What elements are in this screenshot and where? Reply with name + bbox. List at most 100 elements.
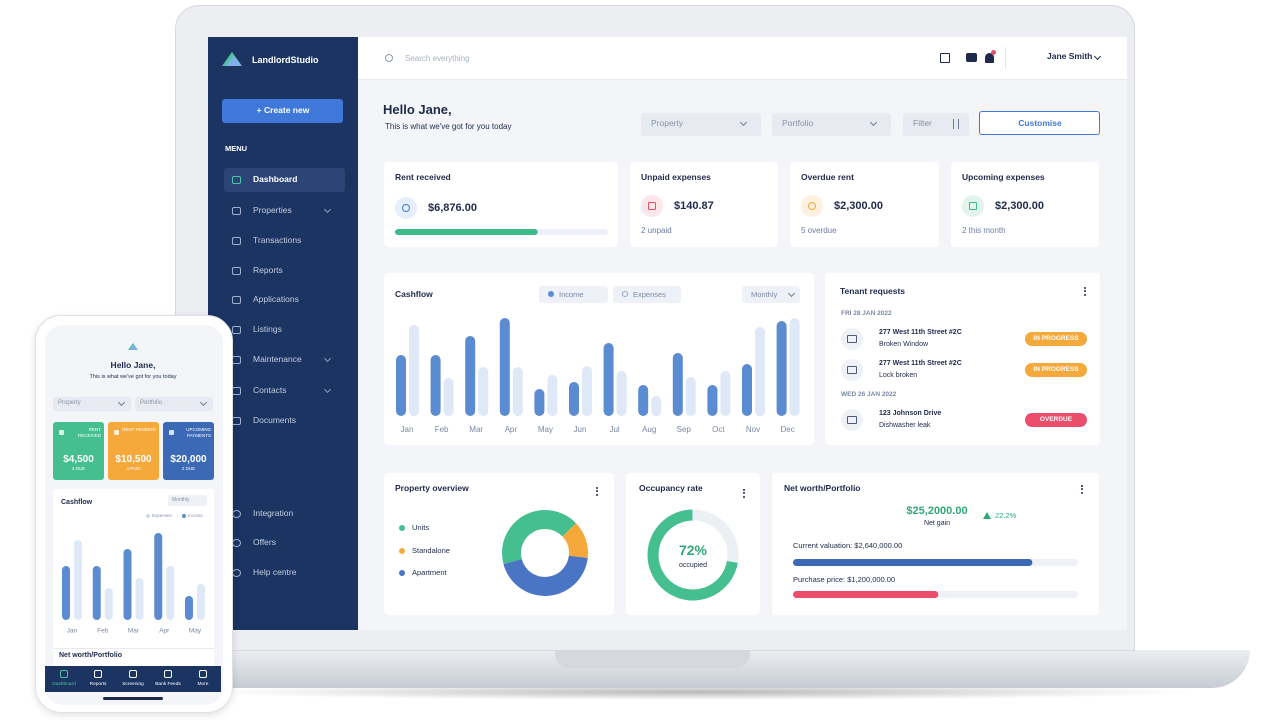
menu-dots[interactable]	[596, 493, 599, 496]
legend-label[interactable]: Income	[559, 290, 584, 300]
stat-value: $6,876.00	[428, 201, 477, 214]
card-value: $10,500	[115, 453, 152, 465]
menu-item[interactable]: Transactions	[253, 235, 302, 246]
period-label[interactable]: Monthly	[172, 496, 190, 503]
nav-label[interactable]: Reports	[89, 681, 107, 687]
menu-item[interactable]: Reports	[253, 265, 283, 276]
period-dropdown[interactable]	[168, 495, 207, 506]
menu-item[interactable]: Properties	[253, 205, 292, 216]
menu-dots[interactable]	[743, 492, 746, 495]
menu-active[interactable]	[224, 168, 345, 192]
menu-item[interactable]: Integration	[253, 508, 294, 519]
request-address[interactable]: 277 West 11th Street #2C	[879, 329, 962, 337]
menu-icon	[232, 237, 241, 245]
menu-icon	[232, 510, 241, 518]
phone-greeting: Hello Jane,	[110, 360, 156, 371]
status-pill	[1025, 363, 1087, 377]
menu-item[interactable]: Applications	[253, 294, 299, 305]
menu-icon	[232, 326, 241, 334]
menu-dots[interactable]	[1081, 491, 1084, 494]
legend-label: Apartment	[412, 568, 447, 578]
card-note: 4 PAID	[126, 466, 141, 472]
filter-dropdown[interactable]	[641, 113, 761, 136]
card-title: Net worth/Portfolio	[784, 483, 861, 494]
bell-icon[interactable]	[985, 53, 994, 63]
sort-icon	[953, 119, 959, 129]
filter-label[interactable]: Property	[651, 118, 684, 129]
legend-pill[interactable]	[613, 286, 681, 303]
menu-dots[interactable]	[1084, 290, 1087, 293]
nav-icon[interactable]	[129, 670, 137, 678]
nav-icon[interactable]	[199, 670, 207, 678]
menu-dots[interactable]	[1081, 488, 1084, 491]
legend-swatch	[146, 514, 150, 518]
filter-dropdown[interactable]	[135, 397, 213, 411]
request-address[interactable]: 277 West 11th Street #2C	[879, 360, 962, 368]
filter-label[interactable]: Portfolio	[782, 118, 814, 129]
create-button[interactable]	[222, 99, 343, 123]
status-label: IN PROGRESS	[1033, 334, 1079, 342]
menu-icon	[232, 417, 241, 425]
stat-note: 2 unpaid	[641, 225, 672, 235]
networth-change: 22.2%	[995, 511, 1017, 521]
menu-dots[interactable]	[596, 486, 599, 489]
period-dropdown[interactable]	[742, 286, 800, 303]
bar-label: Current valuation: $2,640,000.00	[793, 541, 903, 551]
menu-item[interactable]: Dashboard	[253, 174, 298, 185]
menu-item[interactable]: Contacts	[253, 385, 287, 396]
menu-dots[interactable]	[743, 488, 746, 491]
legend-swatch	[399, 548, 405, 554]
nav-label[interactable]: Dashboard	[52, 681, 76, 687]
stat-icon	[641, 195, 663, 217]
legend-swatch	[548, 291, 554, 297]
nav-icon[interactable]	[164, 670, 172, 678]
card-icon	[59, 430, 64, 435]
stat-label: Rent received	[395, 172, 451, 183]
calendar-icon[interactable]	[940, 53, 950, 63]
search-input[interactable]: Search everything	[405, 53, 470, 63]
nav-label[interactable]: Bank Feeds	[155, 681, 181, 687]
legend-swatch	[399, 570, 405, 576]
menu-dots[interactable]	[1081, 484, 1084, 487]
menu-item[interactable]: Documents	[253, 415, 296, 426]
menu-item[interactable]: Listings	[253, 324, 282, 335]
nav-label[interactable]: Screening	[122, 681, 144, 687]
menu-dots[interactable]	[743, 495, 746, 498]
filter-label[interactable]: Property	[58, 400, 81, 407]
stat-icon	[962, 195, 984, 217]
nav-icon[interactable]	[60, 670, 68, 678]
card-note: 3 DUE	[71, 466, 86, 472]
card-value: $20,000	[170, 453, 207, 465]
nav-icon[interactable]	[94, 670, 102, 678]
filter-dropdown[interactable]	[903, 113, 969, 136]
card-icon	[169, 430, 174, 435]
filter-label[interactable]: Portfolio	[140, 400, 163, 407]
filter-dropdown[interactable]	[772, 113, 891, 136]
filter-dropdown[interactable]	[53, 397, 131, 411]
customise-label[interactable]: Customise	[1018, 118, 1062, 129]
menu-item[interactable]: Offers	[253, 537, 276, 548]
card-title: Net worth/Portfolio	[59, 652, 122, 660]
phone-networth-card	[53, 648, 214, 668]
networth-caption: Net gain	[923, 520, 951, 528]
period-label[interactable]: Monthly	[751, 290, 778, 300]
nav-label[interactable]: More	[197, 681, 209, 687]
menu-item[interactable]: Help centre	[253, 567, 297, 578]
legend-pill[interactable]	[539, 286, 608, 303]
create-button-label[interactable]: + Create new	[256, 105, 310, 116]
legend-label[interactable]: Expenses	[633, 290, 666, 300]
chat-icon[interactable]	[966, 53, 977, 62]
menu-dots[interactable]	[1084, 293, 1087, 296]
request-address[interactable]: 123 Johnson Drive	[879, 410, 942, 418]
legend-label: Standalone	[412, 546, 450, 556]
menu-item[interactable]: Maintenance	[253, 354, 302, 365]
filter-label[interactable]: Filter	[913, 118, 932, 129]
menu-dots[interactable]	[1084, 286, 1087, 289]
menu-dots[interactable]	[596, 490, 599, 493]
menu-icon	[232, 569, 241, 577]
menu-icon	[232, 207, 241, 215]
topbar	[358, 37, 1127, 80]
user-name[interactable]: Jane Smith	[1047, 51, 1093, 62]
customise-button[interactable]	[979, 111, 1100, 135]
card-icon	[114, 430, 119, 435]
